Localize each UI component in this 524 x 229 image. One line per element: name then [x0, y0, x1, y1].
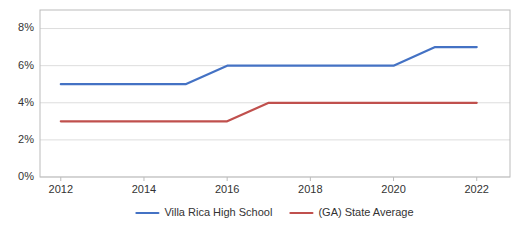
grid-line [40, 139, 510, 140]
x-tick [476, 177, 477, 181]
y-tick-label: 2% [18, 133, 34, 145]
x-tick-label: 2016 [215, 183, 239, 195]
y-tick-label: 0% [18, 170, 34, 182]
chart-svg: 0% 2% 4% 6% 8% 2012 2014 2016 2018 2020 2022 Villa … [0, 0, 524, 229]
legend-item: Villa Rica High School [136, 206, 272, 218]
legend-label: Villa Rica High School [164, 206, 272, 218]
y-tick-label: 8% [18, 21, 34, 33]
x-tick-label: 2022 [464, 183, 488, 195]
x-tick [227, 177, 228, 181]
legend: Villa Rica High School (GA) State Average [136, 206, 413, 218]
y-axis: 0% 2% 4% 6% 8% [18, 21, 34, 181]
legend-label: (GA) State Average [318, 206, 413, 218]
plot-frame [40, 10, 510, 177]
data-layer [61, 47, 477, 121]
grid-line [40, 28, 510, 29]
x-axis: 2012 2014 2016 2018 2020 2022 [49, 177, 489, 195]
x-tick [143, 177, 144, 181]
legend-swatch [290, 212, 312, 214]
y-tick-label: 4% [18, 96, 34, 108]
x-tick [60, 177, 61, 181]
page: {"chart_data": {"type": "line", "x": [20… [0, 0, 524, 229]
chart-container: 0% 2% 4% 6% 8% 2012 2014 2016 2018 2020 2022 Villa … [0, 0, 524, 229]
x-tick-label: 2018 [298, 183, 322, 195]
x-tick-label: 2012 [49, 183, 73, 195]
x-tick-label: 2014 [132, 183, 156, 195]
y-tick-label: 6% [18, 59, 34, 71]
x-tick-label: 2020 [381, 183, 405, 195]
series-line [61, 103, 477, 122]
series-line [61, 47, 477, 84]
x-tick [310, 177, 311, 181]
x-tick [393, 177, 394, 181]
legend-swatch [136, 212, 158, 214]
grid [40, 29, 510, 177]
legend-item: (GA) State Average [290, 206, 413, 218]
